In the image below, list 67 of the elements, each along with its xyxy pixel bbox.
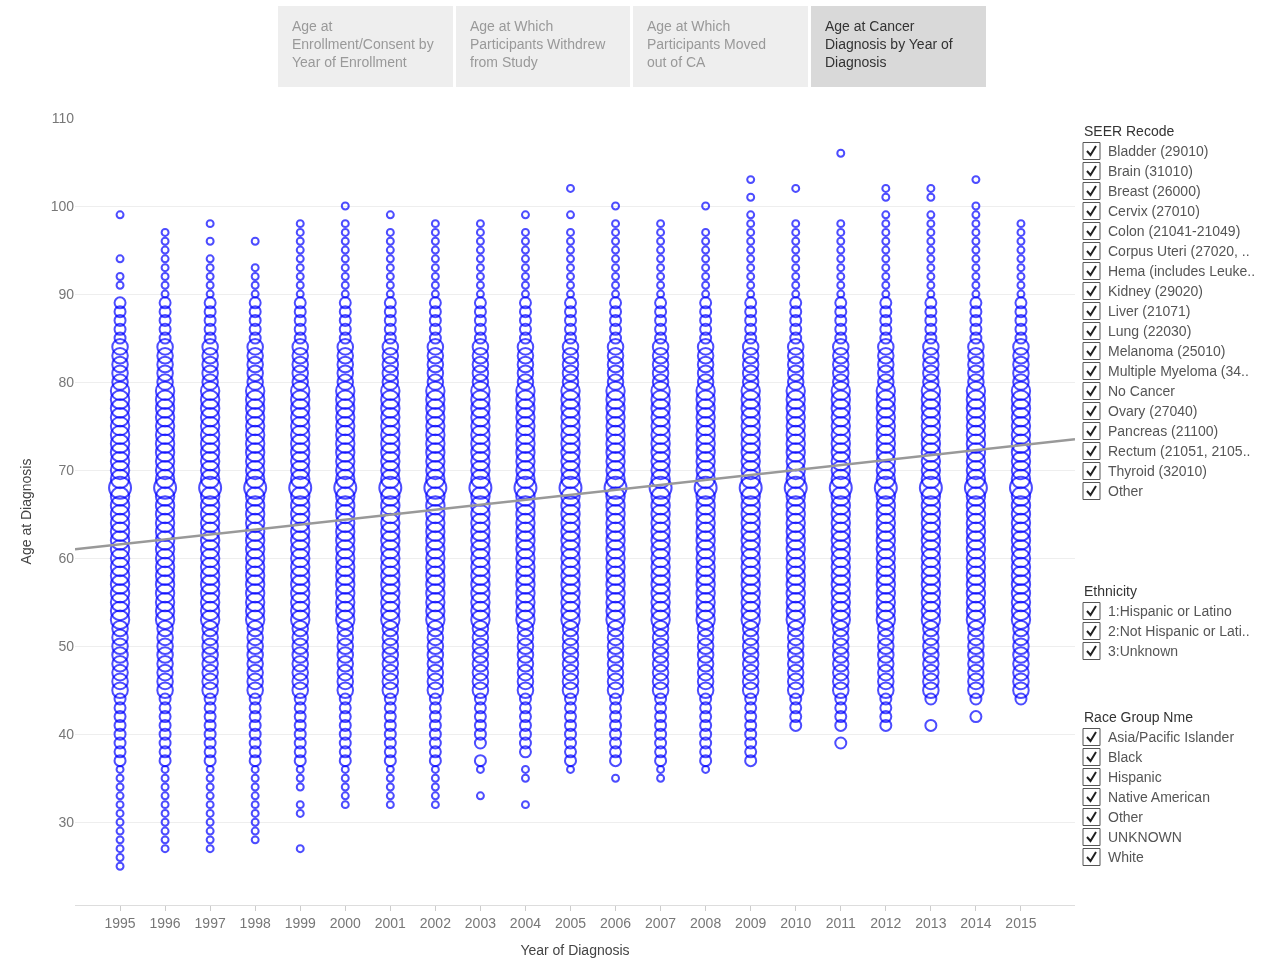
x-tick-label: 1996: [149, 914, 181, 931]
text: Colon (21041-21049): [1108, 223, 1241, 239]
x-tick-label: 1995: [104, 914, 136, 931]
text: Cervix (27010): [1108, 203, 1200, 219]
x-tick-label: 2010: [780, 914, 812, 931]
text: Ethnicity: [1084, 583, 1137, 599]
y-tick-label: 70: [58, 462, 75, 479]
text: SEER Recode: [1084, 123, 1175, 139]
x-tick-label: 2005: [554, 914, 587, 931]
y-tick-label: 110: [51, 109, 75, 126]
x-tick-label: 2011: [825, 914, 857, 931]
text: Liver (21071): [1108, 303, 1191, 319]
y-tick-label: 50: [58, 638, 75, 655]
text: Multiple Myeloma (34..: [1108, 363, 1249, 379]
text: Rectum (21051, 2105..: [1108, 443, 1251, 459]
text: Asia/Pacific Islander: [1108, 729, 1235, 745]
x-tick-label: 2000: [329, 914, 362, 931]
y-tick-label: 80: [58, 373, 75, 390]
x-tick-label: 1998: [239, 914, 271, 931]
text: Age at Which Participants Moved out of CA: [647, 18, 767, 71]
x-tick-label: 1997: [194, 914, 226, 931]
text: No Cancer: [1108, 383, 1176, 399]
x-tick-label: 2007: [645, 914, 677, 931]
text: Other: [1108, 809, 1144, 825]
x-tick-label: 2004: [509, 914, 542, 931]
text: Pancreas (21100): [1108, 423, 1219, 439]
x-tick-label: 2014: [960, 914, 992, 931]
text: Hispanic: [1108, 769, 1162, 785]
x-tick-label: 2013: [915, 914, 947, 931]
x-tick-label: 2003: [464, 914, 497, 931]
x-tick-label: 2015: [1005, 914, 1037, 931]
text: Brain (31010): [1108, 163, 1193, 179]
text: Native American: [1108, 789, 1210, 805]
y-tick-label: 100: [50, 197, 75, 214]
x-tick-label: 2006: [599, 914, 632, 931]
y-tick-label: 40: [58, 726, 75, 743]
x-tick-label: 1999: [284, 914, 317, 931]
text: 3:Unknown: [1108, 643, 1179, 659]
text: Race Group Nme: [1084, 709, 1194, 725]
text: Lung (22030): [1108, 323, 1192, 339]
x-tick-label: 2001: [374, 914, 407, 931]
y-tick-label: 30: [58, 814, 75, 831]
text: Bladder (29010): [1108, 143, 1209, 159]
x-tick-label: 2009: [735, 914, 767, 931]
text: Corpus Uteri (27020, ..: [1108, 243, 1250, 259]
text: Breast (26000): [1108, 183, 1201, 199]
text: Age at Enrollment/Consent by Year of Enrollment: [292, 18, 434, 71]
text: 2:Not Hispanic or Lati..: [1108, 623, 1250, 639]
text: Age at Cancer Diagnosis by Year of Diagnosis: [825, 18, 953, 71]
text: Other: [1108, 483, 1144, 499]
text: Hema (includes Leuke..: [1108, 263, 1256, 279]
text: Kidney (29020): [1108, 283, 1203, 299]
text: Black: [1108, 749, 1144, 765]
x-tick-label: 2012: [870, 914, 902, 931]
text: UNKNOWN: [1108, 829, 1182, 845]
y-tick-label: 60: [58, 550, 75, 567]
x-tick-label: 2002: [419, 914, 452, 931]
text: 1:Hispanic or Latino: [1108, 603, 1232, 619]
text: White: [1108, 849, 1144, 865]
text: Age at Which Participants Withdrew from Study: [470, 18, 607, 71]
x-axis-title: Year of Diagnosis: [520, 942, 630, 959]
y-tick-label: 90: [58, 285, 75, 302]
x-tick-label: 2008: [690, 914, 722, 931]
text: Ovary (27040): [1108, 403, 1198, 419]
text: Melanoma (25010): [1108, 343, 1226, 359]
y-axis-title: Age at Diagnosis: [18, 458, 35, 565]
text: Thyroid (32010): [1108, 463, 1207, 479]
